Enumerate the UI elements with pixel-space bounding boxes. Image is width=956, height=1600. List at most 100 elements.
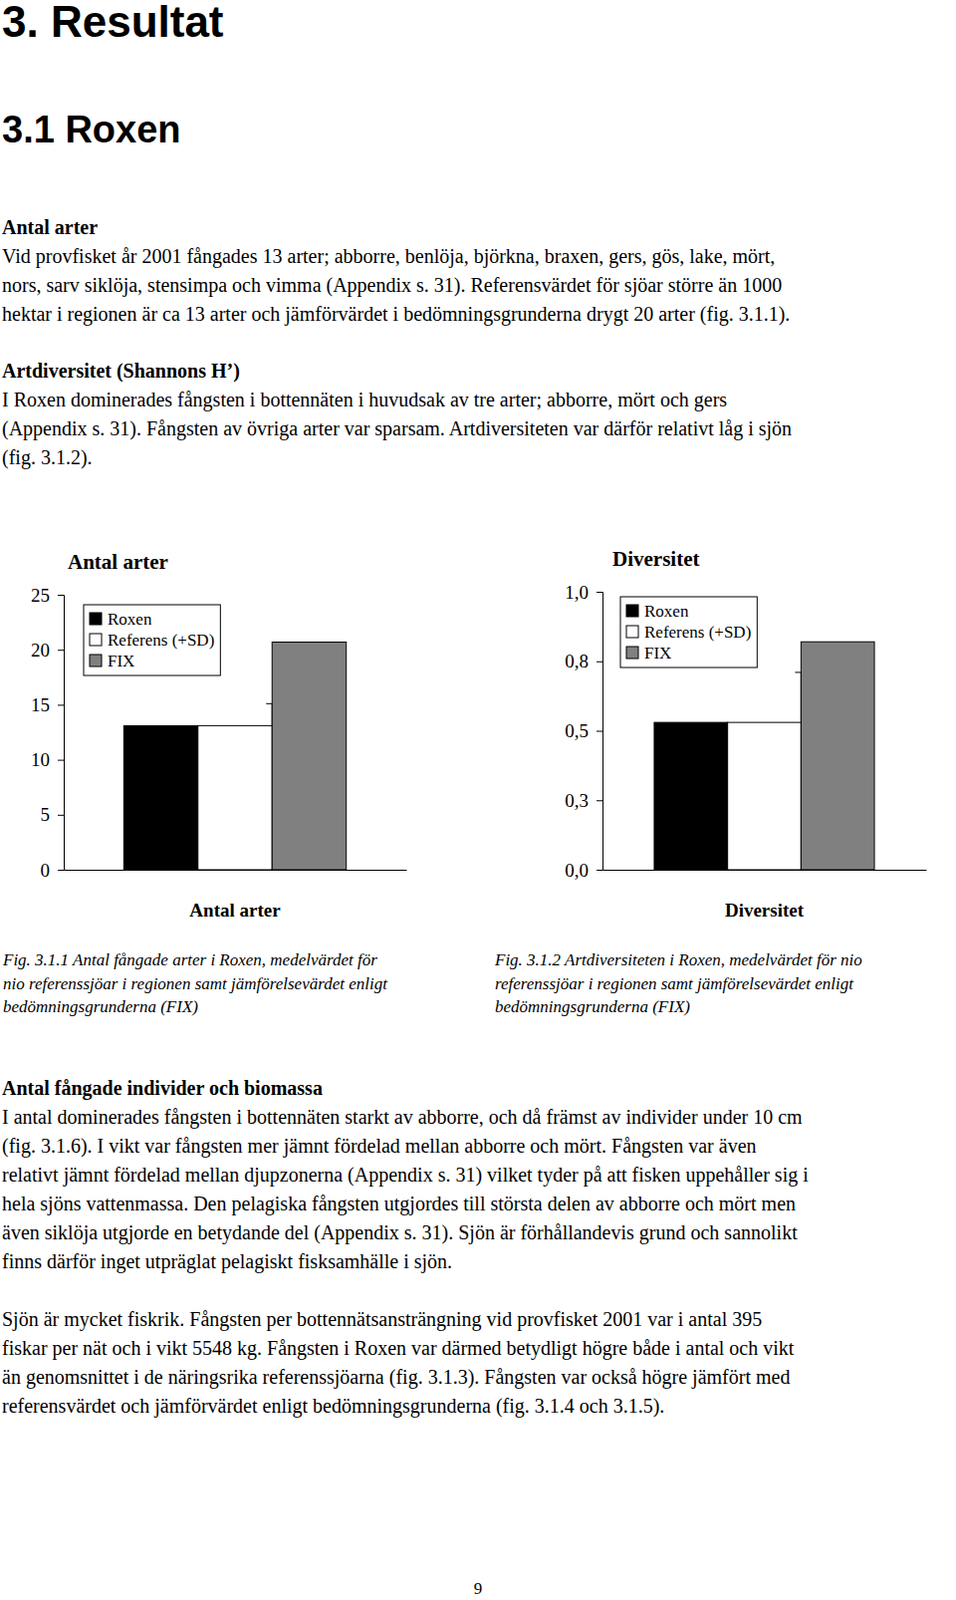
paragraph-line: än genomsnittet i de näringsrika referen… (1, 1365, 790, 1389)
tick-mark (596, 661, 603, 663)
paragraph-line: nors, sarv siklöja, stensimpa och vimma … (1, 273, 782, 297)
tick-label: Antal arter (189, 899, 281, 921)
tick: Antal arter (189, 869, 281, 921)
tick-label: 15 (30, 694, 50, 716)
paragraph-line: (fig. 3.1.2). (1, 446, 93, 470)
legend-swatch (626, 604, 639, 617)
bar (727, 721, 802, 870)
bar (123, 724, 198, 870)
legend-swatch (89, 612, 102, 625)
x-axis: Antal arter (64, 869, 408, 921)
chart-title: Diversitet (612, 546, 700, 571)
tick-label: 0,3 (564, 789, 589, 811)
tick-label: 5 (40, 803, 51, 825)
bar (800, 641, 875, 870)
tick: 0,0 (564, 859, 603, 881)
legend-label: Roxen (644, 601, 690, 621)
tick: 20 (30, 639, 64, 661)
tick: 0,5 (564, 719, 603, 741)
tick-label: 0,5 (564, 719, 589, 741)
tick-label: 0,0 (564, 859, 589, 881)
tick-mark (596, 591, 603, 593)
tick-mark (57, 869, 64, 871)
figure-caption: nio referenssjöar i regionen samt jämför… (2, 973, 389, 993)
chart-title: Antal arter (67, 549, 169, 574)
legend-box (620, 596, 757, 668)
paragraph-line: I antal dominerades fångsten i bottennät… (1, 1105, 803, 1129)
paragraph-line: (fig. 3.1.6). I vikt var fångsten mer jä… (1, 1134, 757, 1158)
section-heading: Antal fångade individer och biomassa (1, 1076, 323, 1100)
plot-area (654, 641, 875, 870)
bar (198, 724, 272, 870)
chart: 0 5 10 15 20 25 Antal arter Antal arter RoxenRef… (30, 549, 408, 921)
tick-label: 10 (30, 748, 50, 770)
figure-caption: Fig. 3.1.1 Antal fångade arter i Roxen, … (1, 950, 378, 969)
tick-label: 0,8 (564, 650, 589, 672)
paragraph-line: relativt jämnt fördelad mellan djupzoner… (1, 1163, 809, 1187)
legend: RoxenReferens (+SD)FIX (620, 596, 757, 668)
tick: 25 (30, 584, 64, 606)
tick-mark (596, 869, 603, 871)
legend: RoxenReferens (+SD)FIX (83, 604, 221, 676)
paragraph-line: Vid provfisket år 2001 fångades 13 arter… (1, 244, 775, 268)
paragraph-line: referensvärdet och jämförvärdet enligt b… (1, 1394, 665, 1418)
tick: 10 (30, 748, 64, 770)
tick: 5 (40, 803, 65, 825)
tick-mark (596, 730, 603, 732)
paragraph-line: fiskar per nät och i vikt 5548 kg. Fångs… (1, 1336, 795, 1360)
page: 3. Resultat 3.1 Roxen Antal arter Vid provf… (0, 0, 956, 1600)
section-heading: Artdiversitet (Shannons H’) (1, 359, 240, 383)
tick-mark (57, 594, 64, 596)
tick-label: 25 (30, 584, 50, 606)
y-axis: 0,0 0,3 0,5 0,8 1,0 (564, 581, 603, 881)
axis-line (64, 869, 408, 871)
legend-label: Roxen (107, 609, 153, 629)
legend-label: Referens (+SD) (107, 630, 215, 650)
bar (654, 721, 728, 870)
legend-label: FIX (644, 643, 672, 663)
tick-label: 20 (30, 639, 50, 661)
tick: 0,3 (564, 789, 603, 811)
paragraph-line: hektar i regionen är ca 13 arter och jäm… (1, 302, 790, 326)
figure-caption: bedömningsgrunderna (FIX) (2, 996, 199, 1016)
legend-swatch (89, 633, 102, 646)
tick-mark (57, 649, 64, 651)
tick: 0 (40, 859, 65, 881)
paragraph-line: även siklöja utgjorde en betydande del (… (1, 1220, 798, 1244)
tick-mark (596, 799, 603, 801)
tick-mark (57, 704, 64, 706)
legend-label: FIX (107, 651, 135, 671)
section-heading: Antal arter (1, 216, 98, 239)
axis-line (57, 595, 65, 871)
tick-label: Diversitet (724, 899, 805, 921)
legend-box (83, 604, 221, 676)
figure-caption: Fig. 3.1.2 Artdiversiteten i Roxen, mede… (493, 950, 863, 969)
paragraph-line: I Roxen dominerades fångsten i bottennät… (1, 388, 727, 412)
document-text: 3. Resultat 3.1 Roxen Antal arter Vid provf… (1, 0, 863, 1598)
section-title: 3.1 Roxen (1, 108, 182, 151)
bar (271, 641, 346, 870)
legend-label: Referens (+SD) (644, 622, 751, 642)
paragraph-line: finns därför inget utpräglat pelagiskt f… (1, 1249, 453, 1273)
tick-mark (57, 814, 64, 816)
axis-line (603, 869, 928, 871)
paragraph-line: (Appendix s. 31). Fångsten av övriga art… (1, 417, 792, 441)
tick-mark (57, 759, 64, 761)
tick: 0,8 (564, 650, 603, 672)
legend-swatch (626, 646, 639, 659)
legend-swatch (89, 654, 102, 667)
legend-swatch (626, 625, 639, 638)
tick-label: 0 (40, 859, 51, 881)
paragraph-line: hela sjöns vattenmassa. Den pelagiska få… (1, 1192, 796, 1215)
tick: 1,0 (564, 581, 603, 603)
page-title: 3. Resultat (1, 0, 225, 46)
plot-area (123, 641, 346, 870)
tick-label: 1,0 (564, 581, 589, 603)
chart: 0,0 0,3 0,5 0,8 1,0 Diversitet Diversitet Roxen… (564, 546, 927, 921)
axis-line (596, 592, 604, 871)
page-number: 9 (474, 1578, 483, 1598)
y-axis: 0 5 10 15 20 25 (30, 584, 65, 881)
paragraph-line: Sjön är mycket fiskrik. Fångsten per bot… (1, 1307, 762, 1331)
figure-caption: bedömningsgrunderna (FIX) (494, 996, 691, 1016)
figure-caption: referenssjöar i regionen samt jämförelse… (494, 973, 855, 993)
